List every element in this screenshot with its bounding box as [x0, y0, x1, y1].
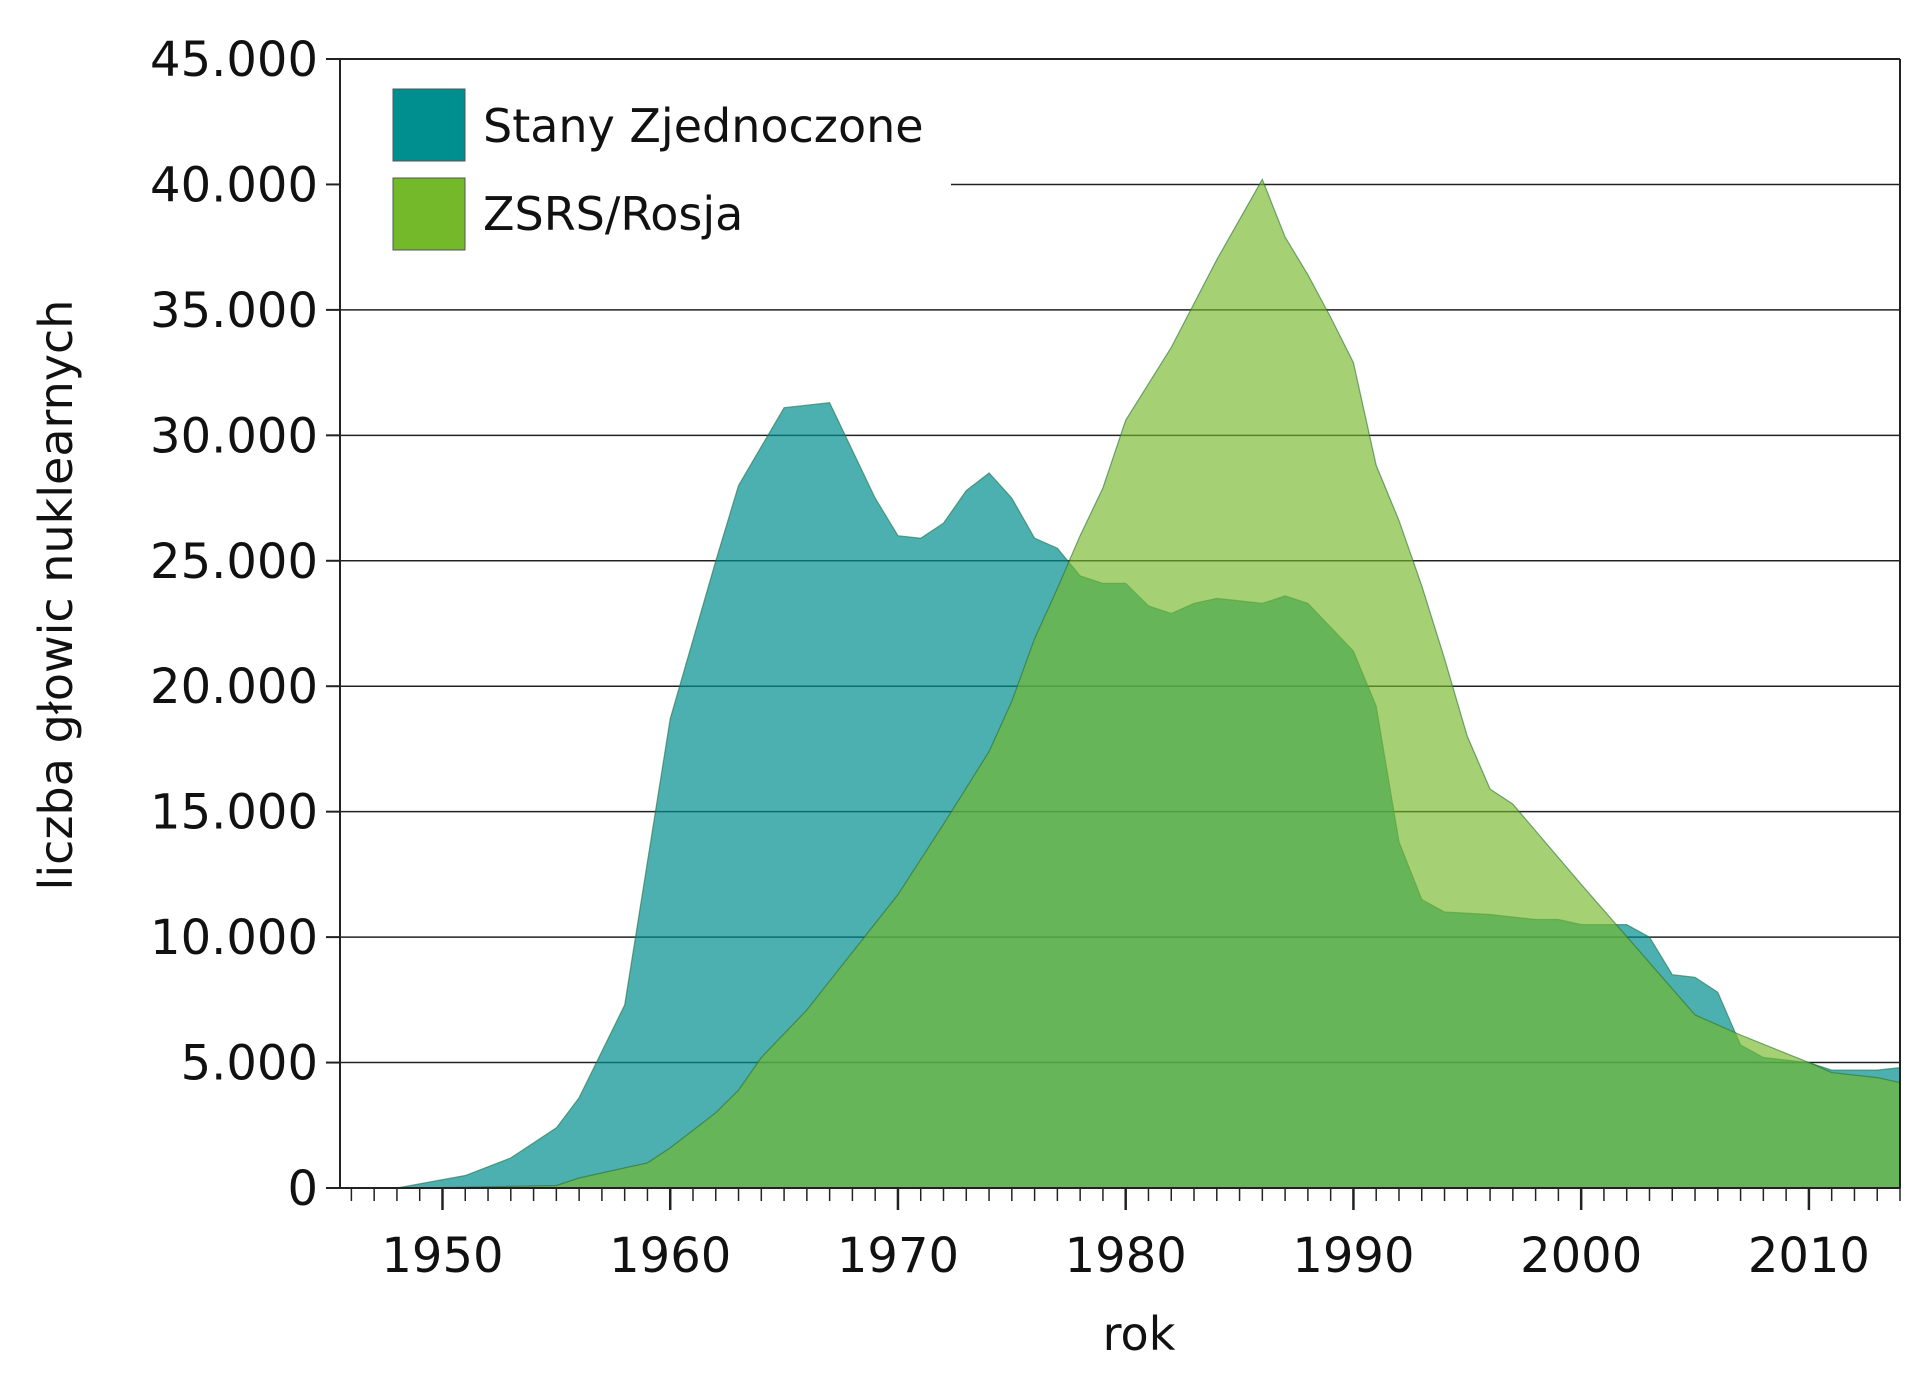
x-tick-label: 1950: [381, 1228, 503, 1284]
x-tick-label: 1960: [609, 1228, 731, 1284]
y-tick-label: 0: [287, 1161, 318, 1217]
plot-frame: [339, 58, 1901, 1189]
legend-swatch-us: [392, 88, 466, 162]
y-axis-label: liczba głowic nuklearnych: [29, 300, 83, 891]
legend: Stany Zjednoczone ZSRS/Rosja: [392, 88, 924, 251]
x-tick-label: 2000: [1520, 1228, 1642, 1284]
y-tick-label: 10.000: [150, 910, 318, 966]
y-tick-label: 45.000: [150, 32, 318, 88]
y-tick-label: 35.000: [150, 283, 318, 339]
x-tick-label: 1970: [837, 1228, 959, 1284]
x-tick-label: 2010: [1748, 1228, 1870, 1284]
y-tick-label: 5.000: [181, 1036, 318, 1092]
legend-swatch-ussr: [392, 177, 466, 251]
area-series: [396, 178, 1901, 1189]
x-tick-label: 1980: [1065, 1228, 1187, 1284]
legend-label-us: Stany Zjednoczone: [483, 99, 924, 153]
x-tick-label: 1990: [1292, 1228, 1414, 1284]
axis-ticks: 0 5.000 10.000 15.000 20.000 25.000 30.000 35.0…: [150, 32, 1901, 1284]
y-tick-label: 15.000: [150, 785, 318, 841]
y-tick-label: 25.000: [150, 534, 318, 590]
x-axis-label: rok: [1103, 1307, 1176, 1361]
legend-label-ussr: ZSRS/Rosja: [483, 187, 743, 241]
y-tick-label: 30.000: [150, 408, 318, 464]
y-tick-label: 20.000: [150, 659, 318, 715]
area-ussr: [419, 178, 1901, 1189]
y-tick-label: 40.000: [150, 157, 318, 213]
